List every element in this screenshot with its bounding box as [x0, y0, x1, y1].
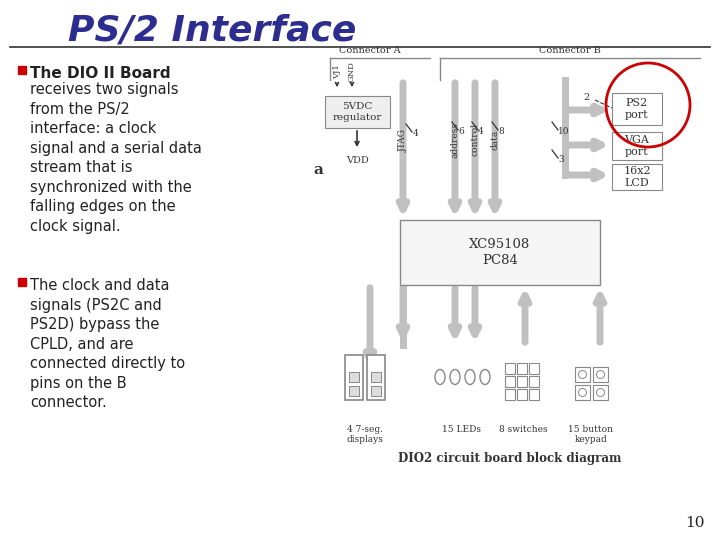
- Bar: [612, 93, 662, 125]
- Text: 10: 10: [558, 127, 570, 137]
- Bar: [18, 66, 26, 74]
- Text: VDD: VDD: [346, 156, 369, 165]
- Text: 4: 4: [478, 126, 484, 136]
- Bar: [612, 164, 662, 190]
- Text: PS2
port: PS2 port: [625, 98, 649, 120]
- Ellipse shape: [465, 369, 475, 384]
- Bar: [367, 355, 385, 400]
- Text: XC95108
PC84: XC95108 PC84: [469, 239, 531, 267]
- Text: 6: 6: [458, 126, 464, 136]
- Text: 15 button
keypad: 15 button keypad: [569, 425, 613, 444]
- Text: VGA
port: VGA port: [624, 135, 649, 157]
- Bar: [505, 376, 515, 387]
- Bar: [517, 363, 527, 374]
- Bar: [345, 355, 363, 400]
- Text: 15 LEDs: 15 LEDs: [443, 425, 482, 434]
- Text: DIO2 circuit board block diagram: DIO2 circuit board block diagram: [398, 452, 621, 465]
- Bar: [371, 386, 381, 396]
- Text: 10: 10: [685, 516, 705, 530]
- Bar: [593, 367, 608, 382]
- Text: 3: 3: [558, 154, 564, 164]
- Text: The clock and data
signals (PS2C and
PS2D) bypass the
CPLD, and are
connected di: The clock and data signals (PS2C and PS2…: [30, 278, 185, 410]
- Bar: [18, 278, 26, 286]
- Bar: [529, 363, 539, 374]
- Ellipse shape: [435, 369, 445, 384]
- Bar: [505, 363, 515, 374]
- Bar: [575, 367, 590, 382]
- Text: Connector A: Connector A: [339, 46, 401, 55]
- Bar: [400, 220, 600, 285]
- Text: receives two signals
from the PS/2
interface: a clock
signal and a serial data
s: receives two signals from the PS/2 inter…: [30, 82, 202, 234]
- Text: PS/2 Interface: PS/2 Interface: [68, 13, 356, 47]
- Bar: [517, 376, 527, 387]
- Bar: [325, 96, 390, 128]
- Text: 5VDC
regulator: 5VDC regulator: [333, 102, 382, 122]
- Text: GND: GND: [348, 62, 356, 83]
- Bar: [349, 386, 359, 396]
- Text: 8: 8: [498, 126, 504, 136]
- Text: Connector B: Connector B: [539, 46, 601, 55]
- Bar: [593, 385, 608, 400]
- Text: VJ1: VJ1: [333, 65, 341, 79]
- Text: 4: 4: [413, 129, 419, 138]
- Bar: [612, 132, 662, 160]
- Text: 16x2
LCD: 16x2 LCD: [624, 166, 651, 188]
- Text: data: data: [490, 130, 500, 150]
- Text: The DIO II Board: The DIO II Board: [30, 66, 171, 81]
- Text: 2: 2: [584, 92, 590, 102]
- Text: address: address: [451, 122, 459, 158]
- Bar: [349, 372, 359, 382]
- Text: control: control: [470, 124, 480, 157]
- Ellipse shape: [450, 369, 460, 384]
- Bar: [529, 376, 539, 387]
- Bar: [529, 389, 539, 400]
- Text: a: a: [313, 163, 323, 177]
- Text: JTAG: JTAG: [398, 129, 408, 152]
- Bar: [505, 389, 515, 400]
- Text: 8 switches: 8 switches: [499, 425, 547, 434]
- Bar: [371, 372, 381, 382]
- Bar: [517, 389, 527, 400]
- Bar: [575, 385, 590, 400]
- Ellipse shape: [480, 369, 490, 384]
- Text: 4 7-seg.
displays: 4 7-seg. displays: [346, 425, 384, 444]
